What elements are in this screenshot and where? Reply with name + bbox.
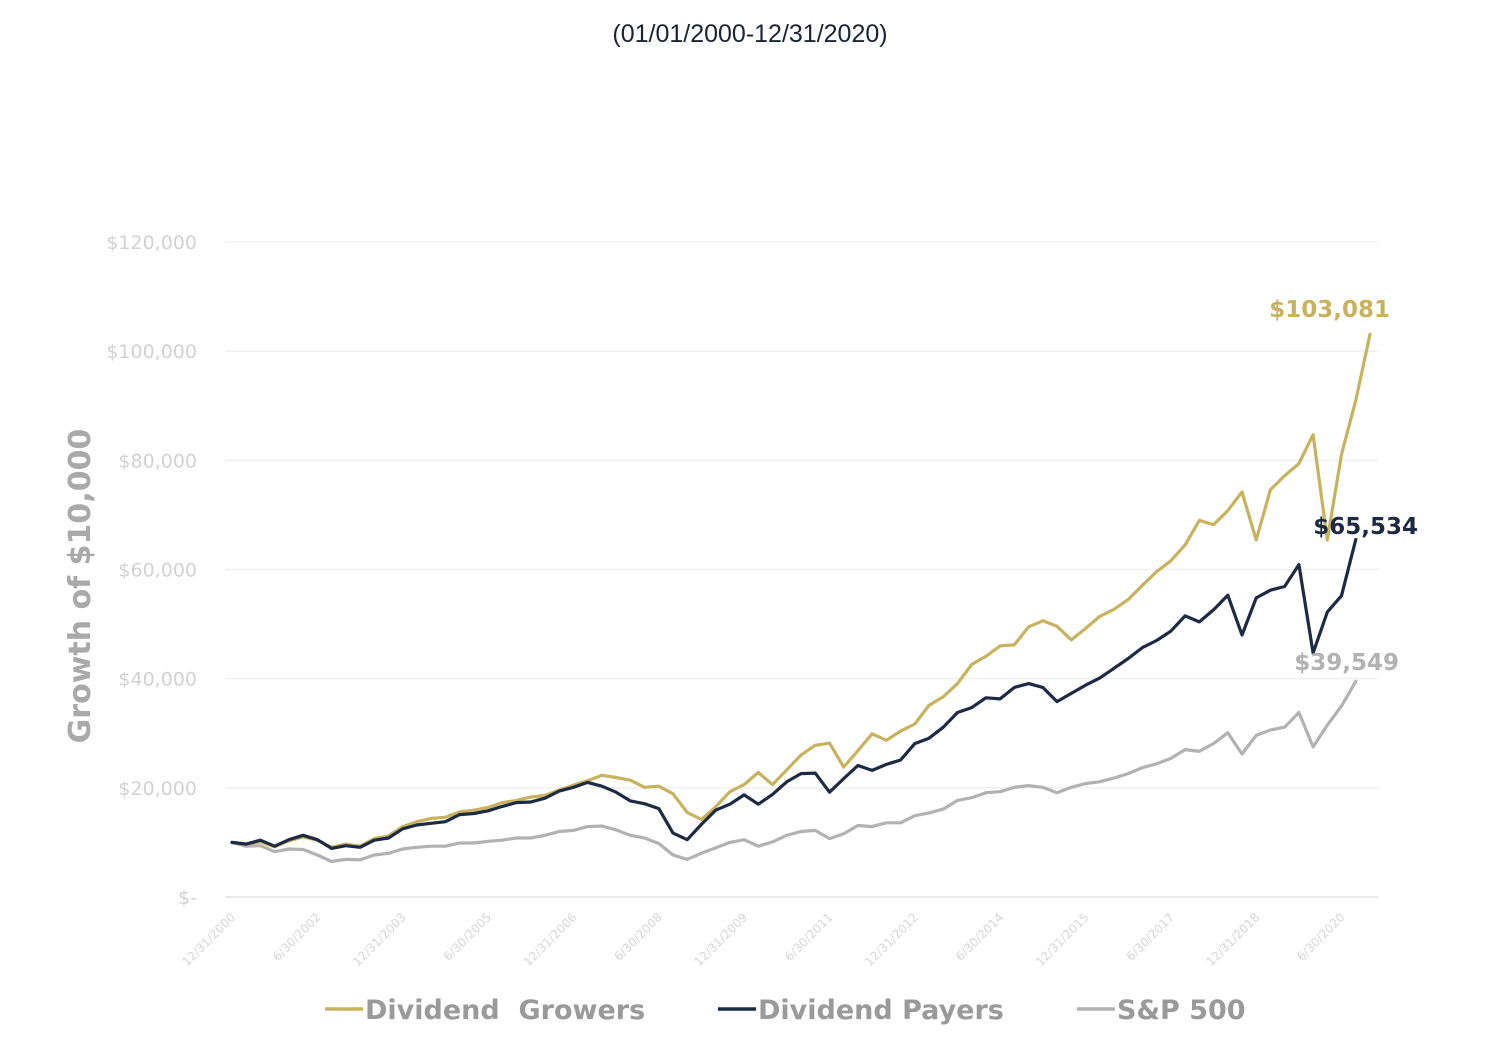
series-line-dividend-payers bbox=[230, 537, 1358, 851]
y-tick-label: $80,000 bbox=[118, 450, 197, 472]
legend-label: S&P 500 bbox=[1117, 995, 1246, 1026]
x-tick-label: 12/31/2006 bbox=[521, 910, 580, 969]
end-value-label: $39,549 bbox=[1294, 650, 1399, 676]
y-tick-label: $120,000 bbox=[106, 232, 197, 254]
series-line-dividend-growers bbox=[230, 332, 1372, 849]
x-tick-label: 12/31/2015 bbox=[1033, 910, 1092, 969]
y-tick-label: $20,000 bbox=[118, 778, 197, 800]
x-tick-label: 12/31/2009 bbox=[691, 910, 750, 969]
x-tick-label: 12/31/2018 bbox=[1204, 910, 1263, 969]
legend-label: Dividend Growers bbox=[365, 995, 645, 1026]
y-tick-label: $100,000 bbox=[106, 341, 197, 363]
series-line-s-p-500 bbox=[230, 679, 1358, 864]
x-tick-label: 6/30/2020 bbox=[1294, 910, 1347, 963]
x-tick-label: 6/30/2017 bbox=[1124, 910, 1177, 963]
x-tick-label: 12/31/2003 bbox=[350, 910, 409, 969]
end-value-labels: $103,081 $65,534 $39,549 bbox=[1269, 297, 1418, 676]
y-tick-label: $40,000 bbox=[118, 669, 197, 691]
x-tick-label: 6/30/2002 bbox=[270, 910, 323, 963]
chart-subtitle: (01/01/2000-12/31/2020) bbox=[612, 20, 888, 48]
y-axis-label: Growth of $10,000 bbox=[63, 429, 98, 744]
x-tick-label: 6/30/2008 bbox=[611, 910, 664, 963]
legend: Dividend Growers Dividend Payers S&P 500 bbox=[325, 995, 1246, 1026]
x-tick-label: 6/30/2011 bbox=[782, 910, 835, 963]
gridlines bbox=[225, 241, 1378, 898]
end-value-label: $103,081 bbox=[1269, 297, 1390, 323]
x-tick-label: 12/31/2012 bbox=[862, 910, 921, 969]
end-value-label: $65,534 bbox=[1313, 514, 1418, 540]
x-axis-ticks: 12/31/2000 6/30/2002 12/31/2003 6/30/2005 12… bbox=[179, 910, 1347, 969]
x-tick-label: 6/30/2005 bbox=[441, 910, 494, 963]
series-lines bbox=[230, 332, 1372, 864]
legend-label: Dividend Payers bbox=[758, 995, 1004, 1026]
x-tick-label: 6/30/2014 bbox=[953, 910, 1006, 963]
x-tick-label: 12/31/2000 bbox=[179, 910, 238, 969]
y-axis-ticks: $- $20,000 $40,000 $60,000 $80,000 $100,000 $1… bbox=[106, 232, 197, 909]
y-tick-label: $60,000 bbox=[118, 560, 197, 582]
y-tick-label: $- bbox=[178, 887, 197, 909]
